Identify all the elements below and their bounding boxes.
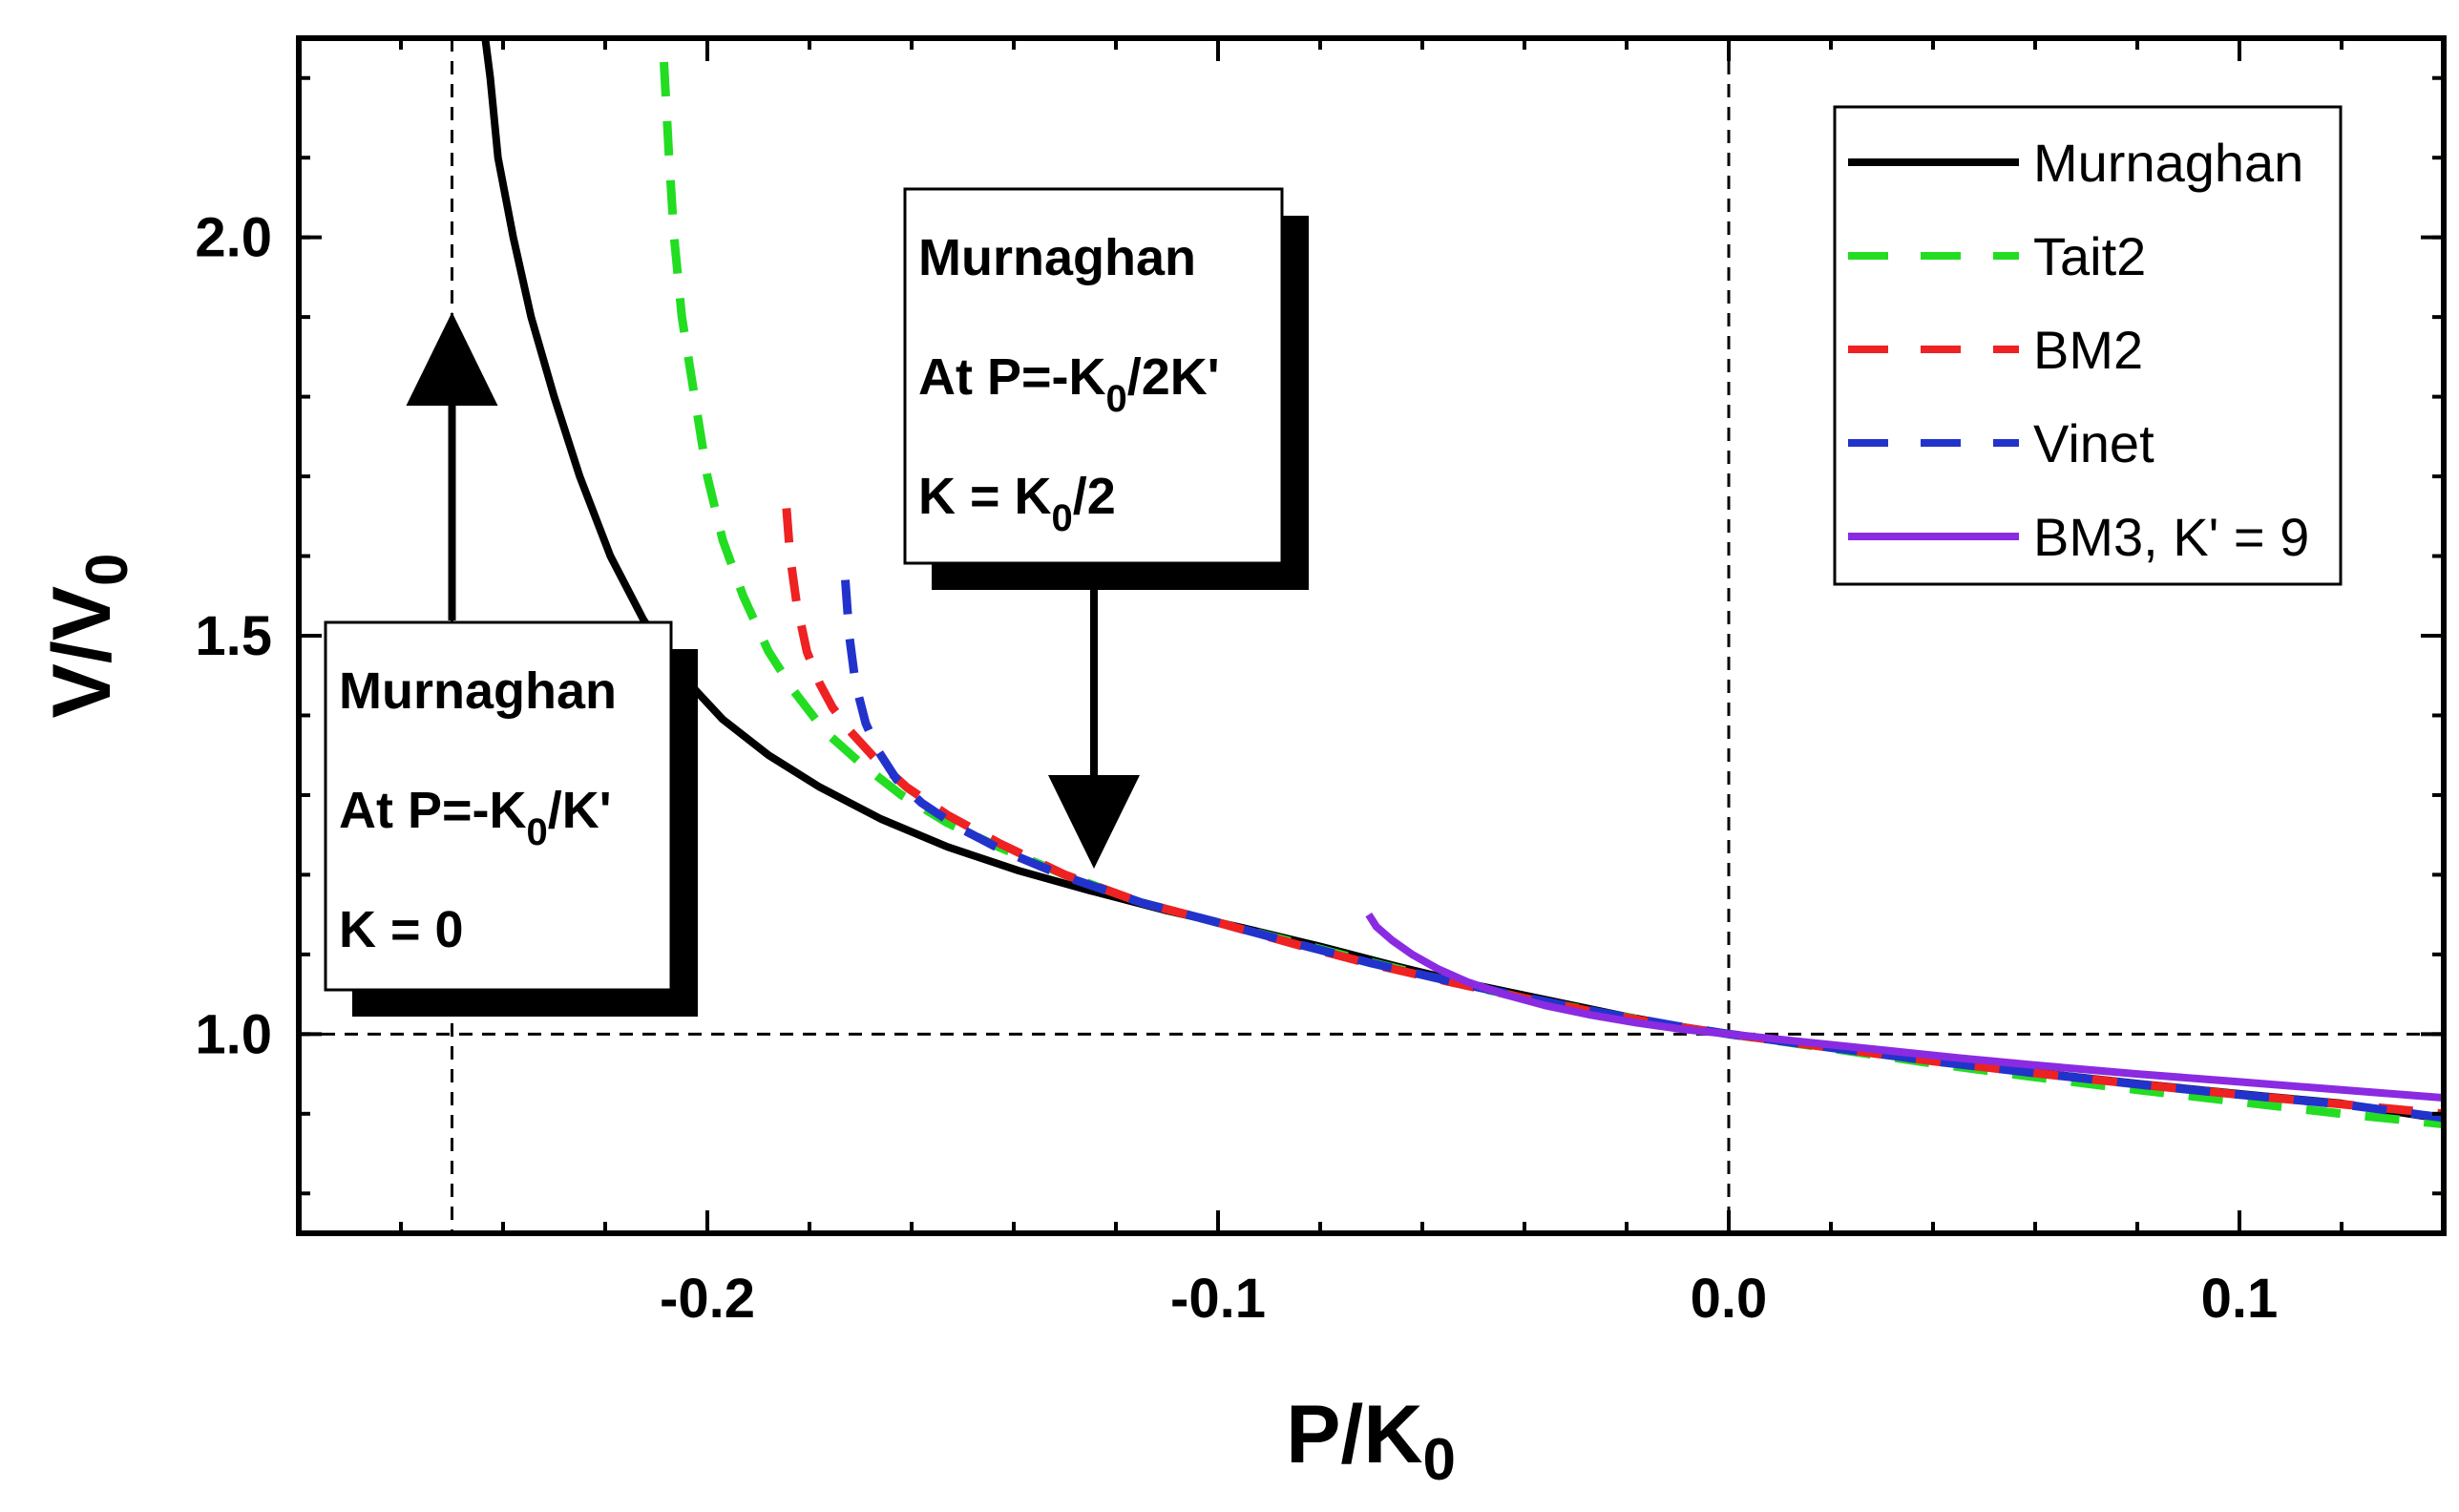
annotation-box xyxy=(903,187,1284,565)
legend-label-2: BM2 xyxy=(2033,320,2143,380)
legend: Murnaghan Tait2 BM2 Vinet BM3, K' = 9 xyxy=(1833,105,2343,586)
legend-label-1: Tait2 xyxy=(2033,226,2146,286)
annotation-line-2: K = K0/2 xyxy=(918,468,1116,539)
x-tick-label: -0.2 xyxy=(660,1268,755,1330)
annotation-line-2: K = 0 xyxy=(339,901,464,958)
axis-ticks: -0.2 -0.1 0.0 0.1 1.0 1.5 2.0 xyxy=(195,38,2444,1330)
series-line-3 xyxy=(841,579,2444,1123)
annotation-box xyxy=(324,620,673,992)
axis-titles: P/K0 V/V0 xyxy=(36,553,1456,1493)
annotations: Murnaghan At P=-K0/K' K = 0 Murnaghan At P=-… xyxy=(324,187,1309,1017)
y-tick-label: 1.0 xyxy=(195,1003,272,1065)
legend-label-3: Vinet xyxy=(2033,413,2154,473)
y-tick-label: 1.5 xyxy=(195,605,272,667)
annotation-arrowhead xyxy=(406,312,498,406)
annotation-line-0: Murnaghan xyxy=(918,229,1196,286)
series-line-2 xyxy=(782,508,2444,1119)
annotation-arrowhead xyxy=(1048,775,1140,869)
y-tick-label: 2.0 xyxy=(195,207,272,269)
annotation-box-k0half: Murnaghan At P=-K0/2K' K = K0/2 xyxy=(903,187,1309,590)
annotation-line-1: At P=-K0/K' xyxy=(339,782,612,853)
x-tick-label: 0.0 xyxy=(1691,1268,1768,1330)
legend-box xyxy=(1833,105,2343,586)
annotation-line-1: At P=-K0/2K' xyxy=(918,348,1220,420)
series-line-4 xyxy=(1365,912,2444,1102)
x-tick-label: -0.1 xyxy=(1170,1268,1266,1330)
x-tick-label: 0.1 xyxy=(2201,1268,2279,1330)
series-lines xyxy=(481,38,2444,1129)
legend-label-0: Murnaghan xyxy=(2033,133,2303,193)
annotation-line-0: Murnaghan xyxy=(339,662,617,720)
y-axis-title-group: V/V0 xyxy=(36,553,140,718)
y-axis-title: V/V0 xyxy=(36,553,140,718)
annotation-box-k0: Murnaghan At P=-K0/K' K = 0 xyxy=(324,620,698,1017)
x-axis-title: P/K0 xyxy=(1286,1389,1456,1493)
legend-label-4: BM3, K' = 9 xyxy=(2033,507,2309,567)
